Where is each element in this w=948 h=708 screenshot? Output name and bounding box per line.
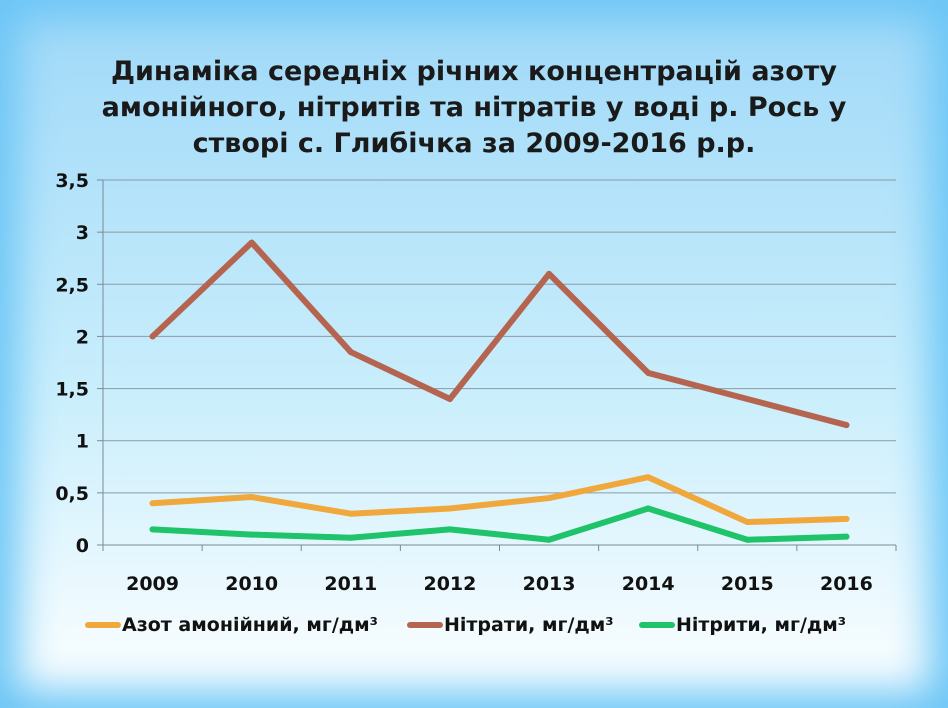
axes — [102, 180, 897, 551]
data-point — [843, 515, 850, 522]
data-point — [149, 333, 156, 340]
data-point — [446, 505, 453, 512]
y-tick-label: 0 — [76, 535, 89, 557]
y-tick-label: 2,5 — [55, 274, 89, 296]
series-line-1 — [149, 239, 850, 429]
y-axis-tick-labels: 0 0,5 1 1,5 2 2,5 3 3,5 — [55, 170, 89, 557]
data-point — [149, 526, 156, 533]
x-tick-label: 2014 — [622, 573, 675, 595]
data-point — [248, 239, 255, 246]
y-tick-label: 1 — [76, 431, 89, 453]
data-point — [744, 536, 751, 543]
data-point — [347, 534, 354, 541]
y-tick-label: 3 — [76, 222, 89, 244]
data-point — [546, 270, 553, 277]
x-tick-label: 2009 — [126, 573, 179, 595]
x-tick-label: 2012 — [423, 573, 476, 595]
x-tick-label: 2013 — [523, 573, 576, 595]
x-tick-label: 2015 — [721, 573, 774, 595]
data-point — [546, 495, 553, 502]
data-point — [149, 500, 156, 507]
data-point — [645, 369, 652, 376]
data-point — [248, 494, 255, 501]
y-tick-label: 2 — [76, 326, 89, 348]
legend: Азот амонійний, мг/дм³ Нітрати, мг/дм³ Ніт… — [85, 614, 846, 636]
data-point — [645, 505, 652, 512]
data-point — [843, 422, 850, 429]
x-tick-label: 2010 — [225, 573, 278, 595]
y-tick-label: 0,5 — [55, 483, 89, 505]
data-point — [744, 396, 751, 402]
chart-title-line-1: Динаміка середніх річних концентрацій аз… — [111, 56, 837, 87]
data-point — [248, 531, 255, 538]
data-point — [347, 510, 354, 517]
series-lines — [149, 239, 850, 543]
legend-label: Нітрити, мг/дм³ — [676, 614, 846, 636]
legend-label: Азот амонійний, мг/дм³ — [122, 614, 378, 636]
y-tick-label: 1,5 — [55, 379, 89, 401]
data-point — [347, 349, 354, 356]
data-point — [446, 396, 453, 402]
series-line-2 — [149, 505, 850, 543]
x-axis-tick-labels: 2009 2010 2011 2012 2013 2014 2015 2016 — [126, 573, 873, 595]
legend-label: Нітрати, мг/дм³ — [444, 614, 614, 636]
y-tick-label: 3,5 — [55, 170, 89, 192]
chart-title-line-3: створі с. Глибічка за 2009-2016 р.р. — [193, 128, 756, 159]
chart-title-line-2: амонійного, нітритів та нітратів у воді … — [102, 92, 847, 123]
data-point — [546, 536, 553, 543]
x-tick-label: 2016 — [820, 573, 873, 595]
data-point — [744, 519, 751, 526]
gridlines — [97, 179, 896, 546]
chart-title: Динаміка середніх річних концентрацій аз… — [102, 56, 847, 159]
x-tick-label: 2011 — [324, 573, 377, 595]
data-point — [446, 526, 453, 533]
series-line-0 — [149, 474, 850, 526]
data-point — [645, 474, 652, 481]
data-point — [843, 533, 850, 540]
